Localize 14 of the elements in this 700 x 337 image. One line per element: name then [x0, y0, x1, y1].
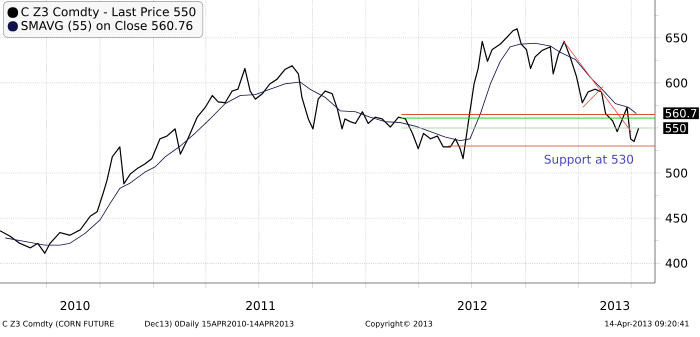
annotation: Support at 530 — [544, 154, 634, 166]
y-tick-label: 650 — [666, 33, 688, 42]
legend-label: C Z3 Comdty - Last Price 550 — [21, 7, 196, 19]
legend-label: SMAVG (55) on Close 560.76 — [22, 20, 192, 32]
x-tick-label: 2013 — [600, 301, 630, 310]
y-tick-label: 400 — [666, 258, 688, 268]
y-tick-label: 500 — [666, 168, 688, 178]
x-tick-label: 2010 — [60, 301, 90, 310]
y-tick-label: 450 — [666, 214, 688, 223]
annotation: 550 — [666, 124, 686, 132]
annotation: 560.7 — [666, 108, 696, 118]
x-tick-label: 2011 — [246, 301, 275, 310]
y-tick-label: 600 — [666, 78, 688, 88]
x-tick-label: 2012 — [458, 301, 486, 310]
